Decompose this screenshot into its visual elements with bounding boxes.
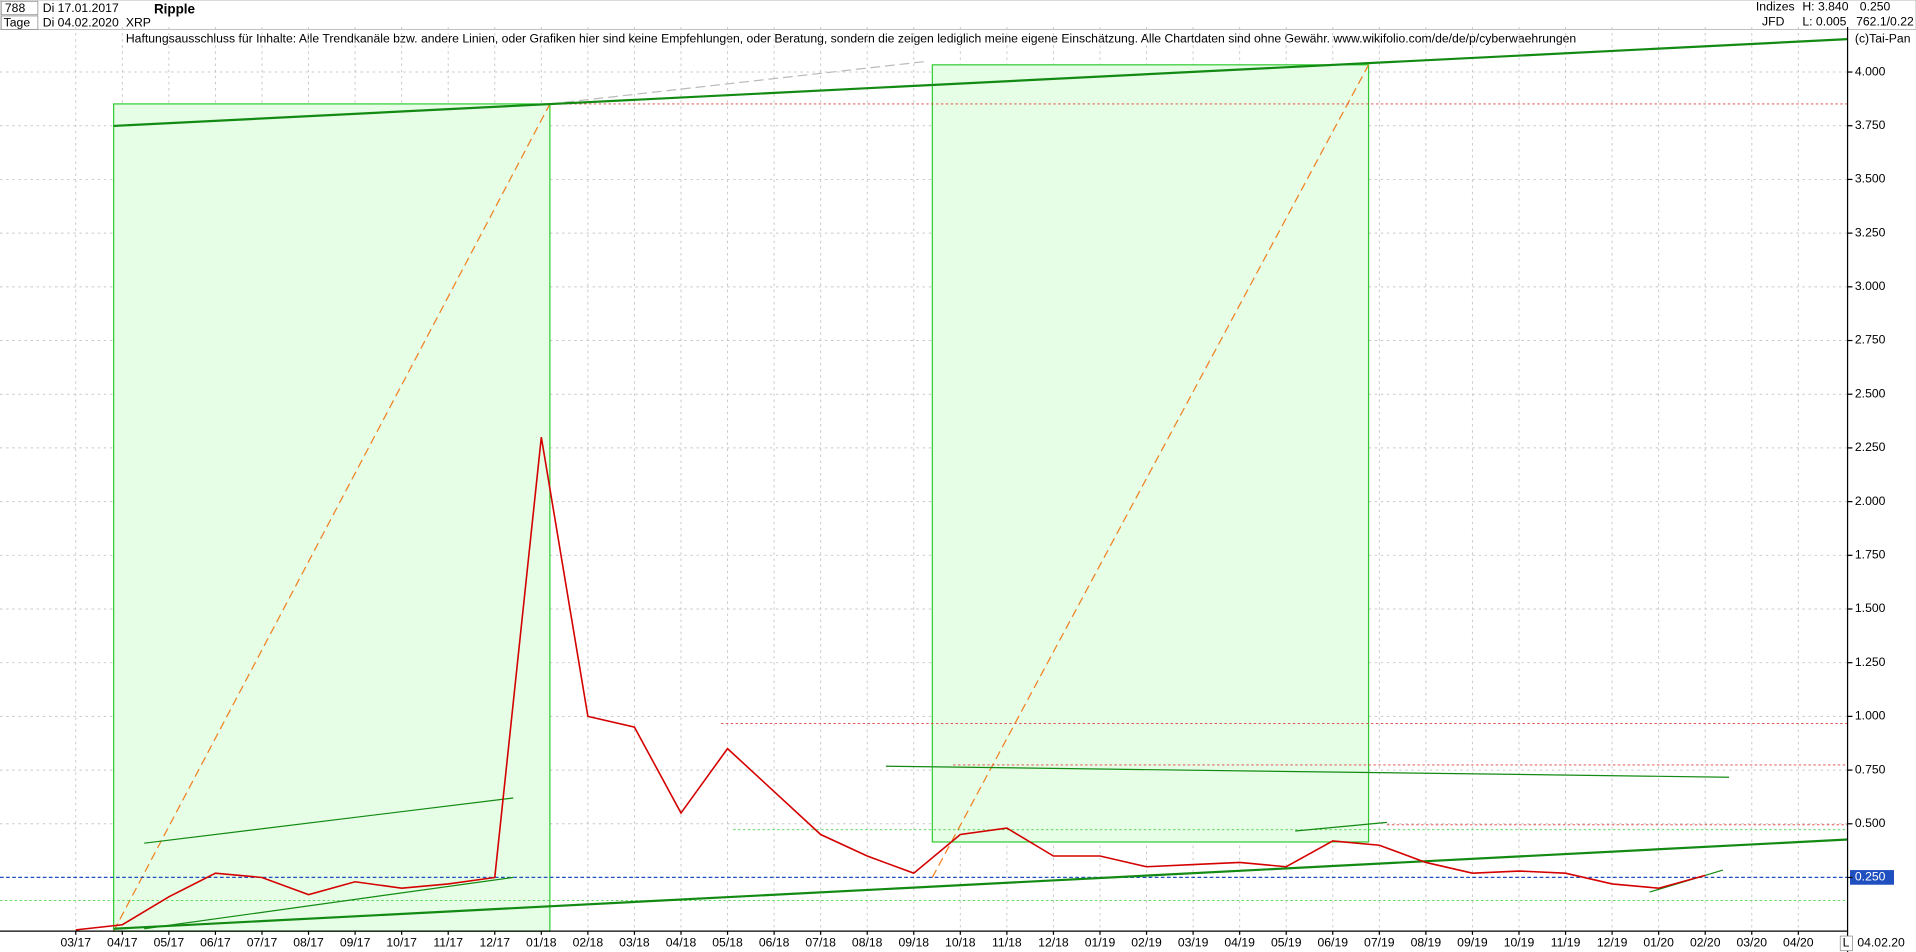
current-date: 04.02.20: [1857, 936, 1905, 950]
disclaimer: Haftungsausschluss für Inhalte: Alle Tre…: [126, 31, 1576, 45]
group: Indizes: [1756, 0, 1795, 14]
x-tick-label: 02/20: [1690, 936, 1721, 950]
y-tick-label: 4.000: [1855, 64, 1886, 78]
y-tick-label: 0.250: [1855, 870, 1886, 884]
x-tick-label: 01/18: [526, 936, 557, 950]
end-date: Di 04.02.2020: [43, 15, 119, 29]
x-tick-label: 05/19: [1271, 936, 1302, 950]
last-price-marker: [1850, 870, 1895, 885]
x-tick-label: 08/17: [293, 936, 324, 950]
x-tick-label: 08/19: [1411, 936, 1442, 950]
source: JFD: [1762, 14, 1785, 28]
x-tick-label: 11/18: [992, 936, 1022, 950]
high: H: 3.840: [1802, 0, 1848, 14]
trend-line: [885, 765, 1730, 778]
header-bar: [0, 0, 1916, 30]
x-tick-label: 02/19: [1131, 936, 1162, 950]
projection-line: [113, 103, 551, 932]
x-tick-label: 07/18: [805, 936, 836, 950]
symbol: XRP: [126, 15, 151, 29]
copyright: (c)Tai-Pan: [1855, 31, 1911, 45]
y-tick-label: 2.500: [1855, 386, 1886, 400]
trend-line: [113, 38, 1848, 128]
x-tick-label: 11/19: [1551, 936, 1581, 950]
x-tick-label: 05/18: [712, 936, 743, 950]
x-tick-label: 04/19: [1224, 936, 1255, 950]
analysis-box: [931, 64, 1370, 843]
y-tick-label: 3.750: [1855, 118, 1886, 132]
instrument-name: Ripple: [154, 1, 196, 16]
low: L: 0.005: [1802, 14, 1846, 28]
projection-line: [931, 64, 1370, 878]
x-tick-label: 07/17: [247, 936, 278, 950]
x-tick-label: 11/17: [433, 936, 463, 950]
x-tick-label: 09/17: [340, 936, 371, 950]
x-tick-label: 10/17: [386, 936, 417, 950]
y-tick-label: 0.500: [1855, 816, 1886, 830]
y-tick-label: 3.250: [1855, 225, 1886, 239]
trend-line: [144, 876, 514, 930]
y-tick-label: 0.750: [1855, 762, 1886, 776]
helper-line: [549, 60, 929, 105]
last: 0.250: [1860, 0, 1891, 14]
y-tick-label: 1.750: [1855, 548, 1886, 562]
period-box[interactable]: [0, 15, 39, 30]
x-tick-label: 12/18: [1038, 936, 1069, 950]
count-box[interactable]: [0, 0, 39, 16]
x-tick-label: 07/19: [1364, 936, 1395, 950]
x-tick-label: 06/17: [200, 936, 231, 950]
info: 762.1/0.22: [1856, 14, 1914, 28]
x-tick-label: 08/18: [852, 936, 883, 950]
x-tick-label: 03/19: [1178, 936, 1209, 950]
y-tick-label: 2.250: [1855, 440, 1886, 454]
trend-line: [144, 797, 514, 844]
x-tick-label: 04/18: [666, 936, 697, 950]
x-tick-label: 04/20: [1783, 936, 1814, 950]
scale-button[interactable]: [1839, 935, 1853, 952]
y-tick-label: 3.000: [1855, 279, 1886, 293]
x-tick-label: 03/18: [619, 936, 650, 950]
y-tick-label: 2.750: [1855, 333, 1886, 347]
x-tick-label: 02/18: [573, 936, 604, 950]
scale-mode: L: [1843, 936, 1850, 950]
price-line: [75, 437, 1706, 931]
trend-line: [1295, 821, 1387, 832]
y-tick-label: 1.500: [1855, 601, 1886, 615]
x-tick-label: 10/19: [1504, 936, 1535, 950]
x-tick-label: 06/19: [1317, 936, 1348, 950]
x-tick-label: 06/18: [759, 936, 790, 950]
x-tick-label: 03/20: [1736, 936, 1767, 950]
x-tick-label: 12/19: [1597, 936, 1628, 950]
start-date: Di 17.01.2017: [43, 1, 119, 15]
x-tick-label: 04/17: [107, 936, 138, 950]
x-tick-label: 12/17: [479, 936, 510, 950]
y-tick-label: 1.000: [1855, 709, 1886, 723]
x-tick-label: 01/20: [1643, 936, 1674, 950]
y-tick-label: 1.250: [1855, 655, 1886, 669]
x-tick-label: 10/18: [945, 936, 976, 950]
y-tick-label: 3.500: [1855, 172, 1886, 186]
plot: [75, 437, 1706, 931]
count: 788: [5, 1, 26, 15]
period: Tage: [4, 15, 31, 29]
y-tick-label: 2.000: [1855, 494, 1886, 508]
x-tick-label: 05/17: [154, 936, 185, 950]
trend-line: [113, 838, 1848, 930]
x-tick-label: 09/19: [1457, 936, 1488, 950]
x-tick-label: 09/18: [898, 936, 929, 950]
x-tick-label: 01/19: [1085, 936, 1116, 950]
x-tick-label: 03/17: [60, 936, 91, 950]
